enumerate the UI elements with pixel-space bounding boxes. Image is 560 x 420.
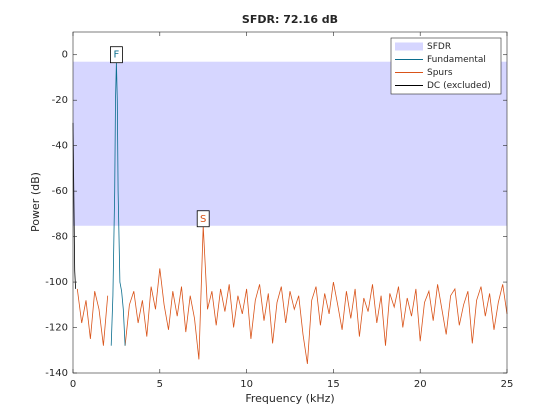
chart-title: SFDR: 72.16 dB (242, 13, 338, 26)
y-tick-label: 0 (62, 50, 68, 61)
x-tick-label: 5 (157, 379, 163, 390)
y-tick-label: -20 (52, 95, 68, 106)
y-tick-label: -120 (45, 323, 68, 334)
legend-label: DC (excluded) (427, 81, 491, 91)
x-axis-label: Frequency (kHz) (245, 392, 334, 405)
annotation: S (200, 214, 206, 225)
annotation: F (114, 50, 120, 61)
axes-box (72, 31, 508, 374)
x-tick-label: 25 (501, 379, 514, 390)
y-tick-label: -60 (52, 186, 68, 197)
legend-swatch (395, 42, 423, 51)
series-line (110, 61, 126, 346)
legend-label: Spurs (427, 68, 453, 78)
series-line (76, 225, 508, 364)
annotation-box (196, 210, 210, 228)
x-tick-label: 20 (414, 379, 427, 390)
annotation-box (110, 46, 123, 64)
y-tick-label: -140 (45, 368, 68, 379)
legend-label: Fundamental (427, 55, 486, 65)
y-axis-label: Power (dB) (29, 172, 42, 232)
y-tick-label: -80 (52, 232, 68, 243)
y-tick-label: -40 (52, 141, 68, 152)
y-tick-label: -100 (45, 277, 68, 288)
x-tick-label: 0 (70, 379, 76, 390)
legend-label: SFDR (427, 42, 451, 52)
x-tick-label: 10 (240, 379, 253, 390)
x-tick-label: 15 (327, 379, 340, 390)
